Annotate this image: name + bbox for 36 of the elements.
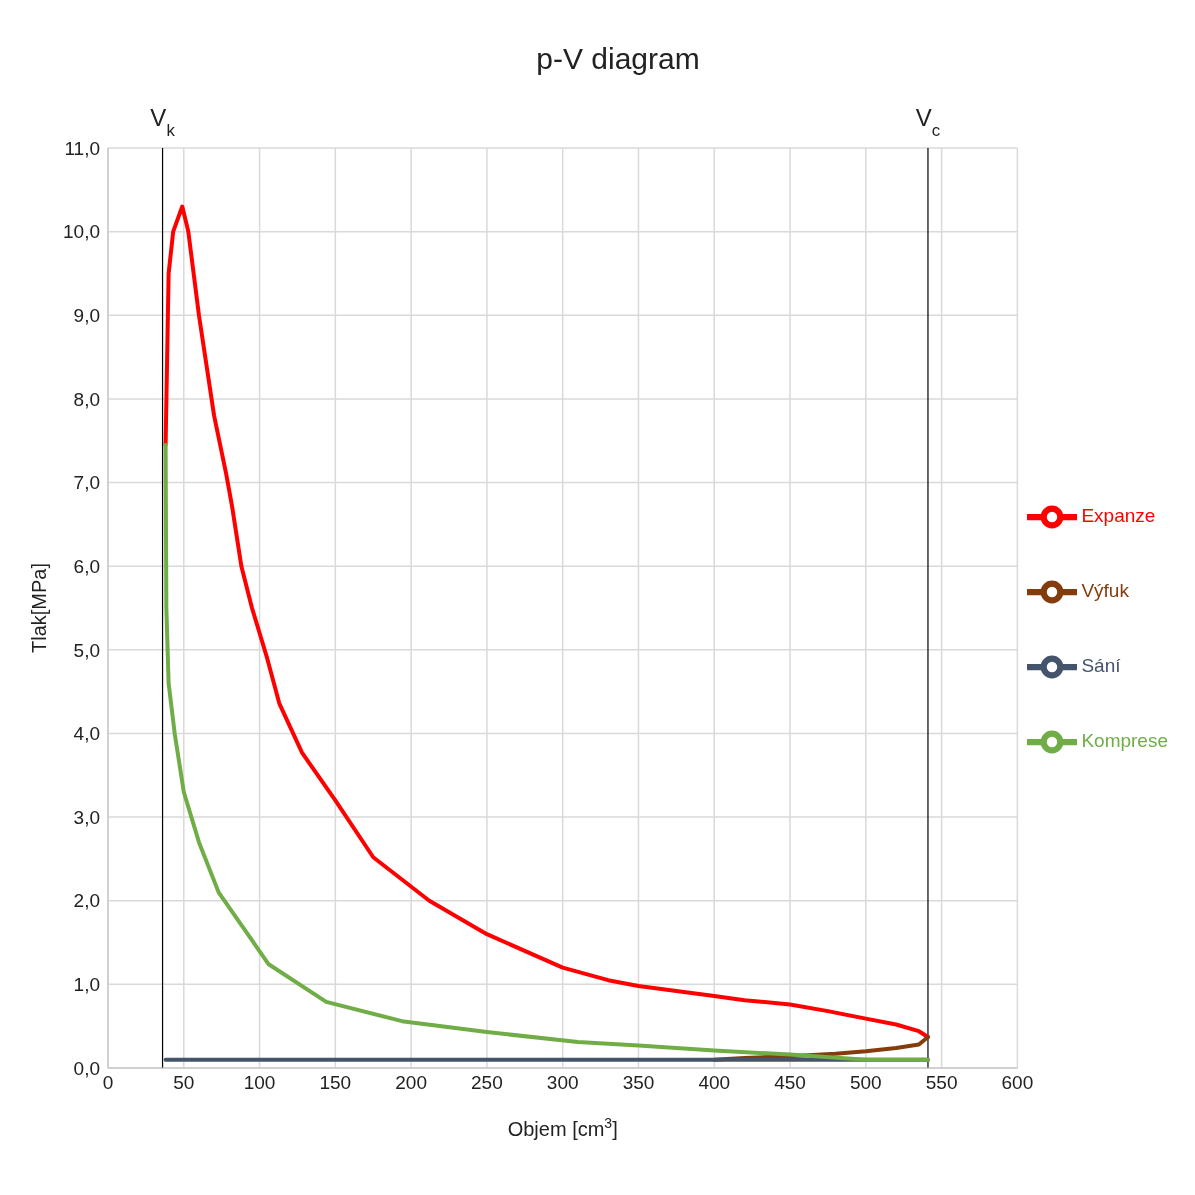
x-tick-label: 250 (471, 1072, 503, 1094)
x-tick-label: 500 (849, 1072, 882, 1094)
line-series (163, 204, 930, 1040)
legend-label: Výfuk (1081, 580, 1129, 601)
x-axis-title: Objem [cm$^{3}$] (507, 1115, 618, 1140)
y-tick-label: 0,0 (73, 1057, 100, 1079)
x-tick-label: 400 (698, 1072, 731, 1094)
ref-line-label: V$_{k}$ (150, 104, 176, 140)
y-tick-label: 2,0 (73, 890, 100, 912)
y-tick-label: 3,0 (73, 806, 100, 828)
y-tick-label: 1,0 (73, 974, 100, 996)
y-tick-label: 11,0 (64, 137, 100, 159)
y-tick-label: 8,0 (73, 388, 100, 410)
x-tick-label: 100 (243, 1072, 276, 1094)
x-tick-label: 550 (925, 1072, 958, 1094)
x-tick-label: 450 (774, 1072, 806, 1094)
legend-label: Sání (1081, 655, 1121, 676)
y-axis-title: Tlak[MPa] (28, 562, 50, 654)
legend-label: Komprese (1081, 730, 1168, 751)
y-tick-label: 9,0 (73, 305, 100, 327)
x-tick-label: 350 (622, 1072, 655, 1094)
x-tick-label: 600 (1001, 1072, 1034, 1094)
x-tick-label: 150 (319, 1072, 352, 1094)
x-tick-label: 200 (395, 1072, 427, 1094)
chart-title: p-V diagram (535, 41, 701, 77)
y-tick-label: 5,0 (73, 639, 100, 661)
legend-label: Expanze (1081, 505, 1156, 526)
y-tick-label: 6,0 (73, 555, 100, 577)
y-tick-label: 10,0 (63, 221, 100, 243)
line-series (163, 442, 930, 1062)
x-tick-label: 50 (173, 1072, 195, 1094)
x-tick-label: 300 (546, 1072, 579, 1094)
ref-line-label: V$_{c}$ (915, 104, 941, 140)
x-tick-label: 0 (102, 1072, 114, 1094)
y-tick-label: 7,0 (73, 472, 100, 494)
y-tick-label: 4,0 (73, 723, 100, 745)
